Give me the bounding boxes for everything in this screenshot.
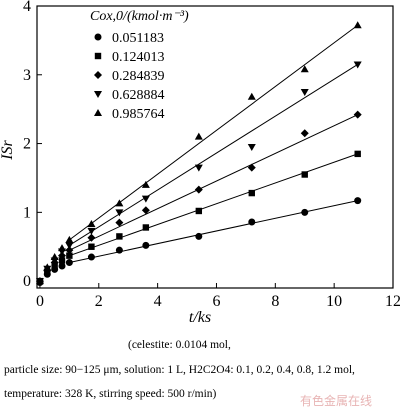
legend-label: 0.051183 — [112, 31, 164, 46]
point — [354, 197, 362, 205]
chart: t/ks ISr Cox,0/(kmol·m⁻³) 0 2 4 6 8 10 1201234… — [0, 0, 400, 326]
point — [194, 132, 203, 140]
y-tick-label: 3 — [23, 67, 31, 84]
point — [141, 206, 150, 215]
point — [115, 199, 124, 207]
caption: (celestite: 0.0104 mol, particle size: 9… — [0, 332, 400, 406]
point — [116, 233, 123, 240]
point — [248, 189, 255, 197]
point — [301, 208, 309, 216]
legend-label: 0.284839 — [112, 69, 165, 84]
fit-line — [69, 64, 358, 246]
point — [354, 150, 361, 158]
point — [58, 251, 67, 260]
x-tick-label: 8 — [271, 293, 279, 310]
y-tick-label: 0 — [23, 273, 31, 290]
point — [300, 129, 309, 138]
legend-label: 0.985764 — [112, 107, 165, 122]
point — [58, 257, 66, 264]
point — [94, 52, 102, 60]
point — [115, 209, 124, 217]
x-axis-label: t/ks — [189, 309, 211, 326]
point — [141, 195, 150, 203]
point — [301, 171, 308, 178]
point — [94, 33, 102, 41]
point — [88, 243, 95, 250]
legend-label: 0.628884 — [112, 88, 165, 103]
y-tick-label: 1 — [23, 204, 31, 221]
point — [94, 109, 102, 116]
point — [65, 235, 74, 243]
point — [94, 91, 102, 98]
x-tick-label: 4 — [154, 293, 162, 310]
x-tick-label: 2 — [95, 293, 103, 310]
point — [58, 262, 66, 270]
point — [248, 218, 256, 226]
point — [65, 246, 74, 255]
fit-line — [69, 200, 358, 264]
point — [247, 163, 256, 172]
fit-line — [69, 153, 358, 257]
y-axis-label: ISr — [0, 139, 16, 160]
point — [58, 244, 67, 252]
x-tick-label: 12 — [385, 293, 400, 310]
point — [142, 241, 150, 249]
point — [300, 88, 309, 96]
point — [94, 71, 102, 79]
point — [87, 253, 95, 261]
y-tick-label: 2 — [23, 136, 31, 153]
caption-line: particle size: 90−125 μm, solution: 1 L,… — [4, 364, 355, 400]
plot-frame — [36, 5, 394, 289]
point — [141, 180, 150, 188]
x-tick-label: 0 — [36, 293, 44, 310]
point — [65, 242, 74, 250]
legend-label: 0.124013 — [112, 50, 165, 65]
point — [195, 232, 203, 240]
fit-line — [69, 114, 358, 251]
point — [142, 224, 150, 231]
point — [115, 246, 123, 254]
point — [65, 259, 73, 267]
point — [195, 207, 203, 215]
point — [247, 144, 256, 151]
point — [87, 233, 96, 242]
caption-line: (celestite: 0.0104 mol, — [128, 339, 231, 351]
point — [35, 277, 44, 285]
point — [353, 61, 362, 69]
x-tick-label: 6 — [212, 293, 220, 310]
point — [247, 92, 256, 100]
watermark: 有色金属在线 — [300, 394, 373, 408]
legend-title: Cox,0/(kmol·m⁻³) — [90, 9, 189, 24]
point — [194, 185, 203, 194]
point — [87, 220, 96, 228]
x-tick-label: 10 — [326, 293, 342, 310]
point — [66, 252, 73, 259]
point — [353, 21, 362, 29]
point — [300, 65, 309, 73]
point — [115, 218, 124, 227]
point — [353, 110, 362, 119]
point — [87, 227, 96, 235]
point — [43, 263, 52, 271]
point — [194, 164, 203, 172]
y-tick-label: 4 — [23, 0, 31, 15]
point — [50, 253, 59, 261]
